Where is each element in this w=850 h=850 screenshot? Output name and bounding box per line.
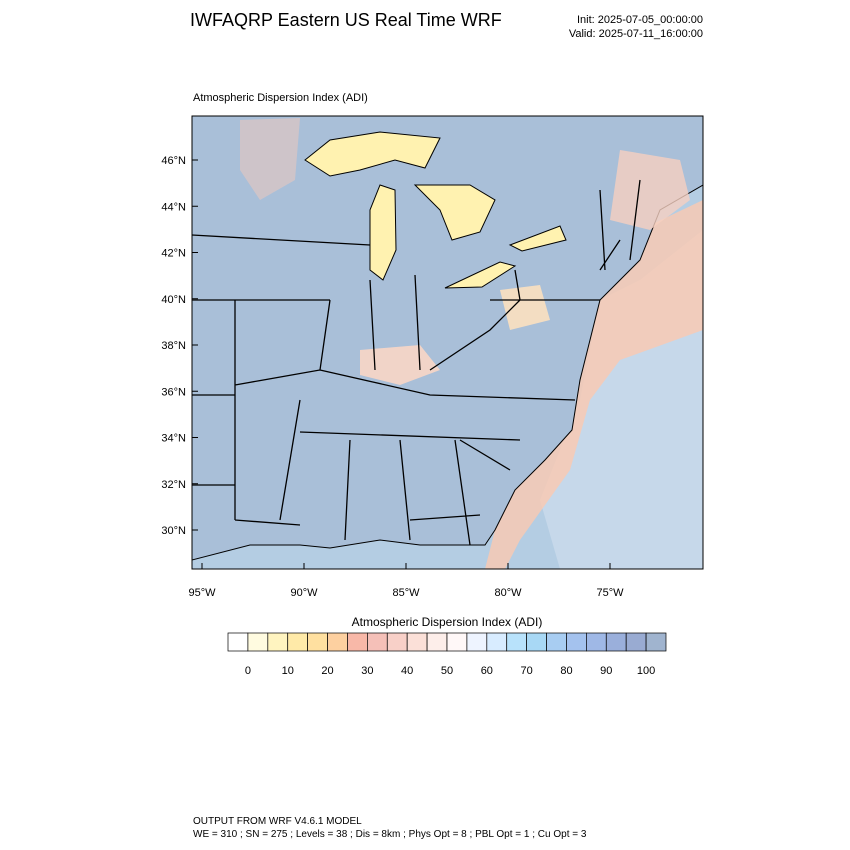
colorbar-box (586, 632, 607, 652)
colorbar-label: 40 (401, 665, 413, 677)
lon-label: 80°W (494, 587, 522, 599)
colorbar-box (546, 632, 567, 652)
colorbar-box (506, 632, 527, 652)
colorbar-box (426, 632, 448, 652)
lat-label: 30°N (161, 525, 186, 537)
high-adi-patch (500, 285, 550, 330)
colorbar-box (287, 632, 308, 652)
colorbar-label: 30 (361, 665, 373, 677)
lon-label: 90°W (290, 587, 318, 599)
lake-superior (304, 131, 441, 177)
init-time: Init: 2025-07-05_00:00:00 (577, 14, 703, 26)
colorbar-label: 20 (321, 665, 333, 677)
colorbar-box (307, 632, 328, 652)
colorbar-box (466, 632, 488, 652)
colorbar-box (486, 632, 508, 652)
lat-label: 38°N (161, 340, 186, 352)
colorbar-box (526, 632, 547, 652)
lat-label: 46°N (161, 155, 186, 167)
colorbar-label: 60 (481, 665, 493, 677)
coastal-zone (485, 200, 703, 569)
colorbar-box (605, 632, 627, 652)
lat-label: 36°N (161, 386, 186, 398)
colorbar: 0 10 20 30 40 50 60 70 80 90 100 (227, 632, 667, 677)
colorbar-label: 70 (521, 665, 533, 677)
colorbar-label: 50 (441, 665, 453, 677)
footer-line: WE = 310 ; SN = 275 ; Levels = 38 ; Dis … (193, 829, 587, 840)
colorbar-label: 0 (245, 665, 251, 677)
lat-label: 42°N (161, 248, 186, 260)
lon-label: 75°W (596, 587, 624, 599)
lon-label: 85°W (392, 587, 420, 599)
colorbar-box (566, 632, 587, 652)
lat-label: 32°N (161, 479, 186, 491)
colorbar-box (227, 632, 249, 652)
axes: 46°N 44°N 42°N 40°N 38°N 36°N 34°N 32°N 30°N 95°W… (161, 155, 624, 599)
title: IWFAQRP Eastern US Real Time WRF (190, 10, 502, 30)
colorbar-box (327, 632, 348, 652)
lake-huron (413, 184, 496, 241)
lat-label: 34°N (161, 433, 186, 445)
colorbar-label: 10 (282, 665, 294, 677)
lake-michigan (369, 184, 397, 281)
colorbar-box (446, 632, 468, 652)
high-adi-patch (610, 150, 690, 230)
colorbar-box (347, 632, 368, 652)
colorbar-box (645, 632, 667, 652)
colorbar-box (406, 632, 428, 652)
map (192, 116, 703, 569)
colorbar-box (267, 632, 289, 652)
colorbar-label: 100 (637, 665, 655, 677)
map-subtitle: Atmospheric Dispersion Index (ADI) (193, 92, 368, 104)
lon-label: 95°W (188, 587, 216, 599)
high-adi-patch (240, 118, 300, 200)
lat-label: 44°N (161, 201, 186, 213)
map-frame (191, 115, 704, 570)
colorbar-title: Atmospheric Dispersion Index (ADI) (352, 615, 543, 629)
high-adi-patch (360, 345, 440, 385)
colorbar-box (625, 632, 647, 652)
footer-line: OUTPUT FROM WRF V4.6.1 MODEL (193, 816, 362, 827)
state-borders (192, 179, 641, 546)
lat-label: 40°N (161, 294, 186, 306)
valid-time: Valid: 2025-07-11_16:00:00 (569, 28, 703, 40)
lake-erie (444, 261, 517, 289)
colorbar-label: 80 (560, 665, 572, 677)
colorbar-box (386, 632, 408, 652)
colorbar-label: 90 (600, 665, 612, 677)
colorbar-box (247, 632, 269, 652)
lake-ontario (508, 225, 567, 252)
colorbar-box (367, 632, 388, 652)
